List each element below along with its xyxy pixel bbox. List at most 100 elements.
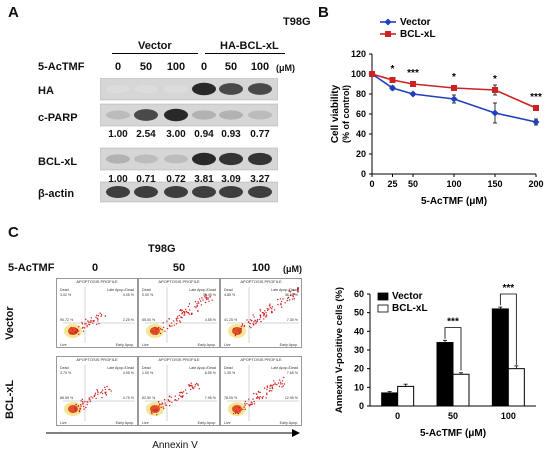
- quadrant-label: 4.05 %: [123, 293, 135, 297]
- significance-marker: *: [493, 74, 497, 85]
- blot-band: [106, 110, 130, 120]
- event-dot: [255, 322, 257, 325]
- event-dot: [293, 298, 295, 300]
- y-axis-label: Cell viability: [330, 84, 341, 143]
- event-dot: [180, 391, 182, 394]
- event-dot: [264, 310, 266, 312]
- event-dot: [175, 323, 178, 325]
- quadrant-label: Early Apop.: [116, 343, 134, 347]
- event-dot: [185, 310, 188, 313]
- event-dot: [248, 398, 250, 400]
- event-dot: [186, 392, 188, 395]
- event-dot: [253, 324, 255, 326]
- event-dot: [282, 298, 284, 300]
- event-dot: [81, 398, 83, 401]
- quadrant-label: Late Apop./Dead: [271, 288, 298, 292]
- y-tick-label: 50: [354, 308, 364, 318]
- event-dot: [259, 314, 261, 316]
- event-dot: [155, 410, 157, 412]
- event-dot: [96, 314, 98, 317]
- blot-label-actin: β-actin: [38, 188, 75, 200]
- blot-band: [134, 84, 158, 94]
- event-dot: [92, 397, 94, 399]
- flow-plot-header: APOPTOSIS PROFILE: [240, 279, 282, 284]
- event-dot: [83, 327, 86, 329]
- event-dot: [184, 389, 187, 391]
- blot-band: [134, 186, 158, 198]
- event-dot: [163, 326, 165, 329]
- blot-band: [106, 186, 130, 198]
- event-dot: [168, 404, 171, 407]
- event-dot: [151, 413, 153, 415]
- event-dot: [286, 299, 289, 302]
- blot-band: [248, 110, 272, 120]
- event-dot: [259, 316, 262, 319]
- y-tick-label: 10: [354, 382, 364, 392]
- event-dot: [239, 411, 241, 413]
- event-dot: [97, 318, 99, 320]
- event-dot: [266, 392, 268, 394]
- panel-a-letter: A: [8, 4, 19, 21]
- data-point: [451, 85, 457, 91]
- event-dot: [168, 318, 170, 320]
- blot-label-cparp: c-PARP: [38, 112, 78, 124]
- quadrant-label: Late Apop./Dead: [107, 288, 134, 292]
- event-dot: [297, 288, 299, 290]
- event-dot: [265, 397, 267, 399]
- x-axis-label: 5-AcTMF (μM): [420, 428, 486, 439]
- panel-c-cell-line: T98G: [148, 243, 176, 255]
- event-dot: [260, 320, 262, 323]
- vector-group-line: [112, 53, 198, 54]
- x-tick-label: 200: [528, 179, 543, 189]
- event-dot: [280, 302, 282, 305]
- legend-label: BCL-xL: [392, 303, 428, 314]
- event-dot: [248, 404, 250, 406]
- event-dot: [85, 406, 87, 409]
- event-dot: [71, 329, 74, 331]
- event-dot: [187, 305, 190, 308]
- event-dot: [251, 403, 253, 406]
- event-dot: [269, 303, 271, 305]
- event-dot: [76, 331, 78, 334]
- y-axis-label: (% of control): [341, 85, 351, 143]
- event-dot: [283, 376, 285, 379]
- event-dot: [252, 398, 254, 400]
- event-dot: [292, 289, 295, 291]
- event-dot: [73, 407, 76, 409]
- blot-band: [219, 186, 243, 198]
- event-dot: [266, 385, 268, 387]
- event-dot: [89, 321, 92, 323]
- event-dot: [266, 388, 268, 391]
- event-dot: [75, 403, 77, 405]
- annexin-arrow: [46, 429, 300, 437]
- event-dot: [78, 410, 81, 413]
- event-dot: [154, 326, 156, 329]
- event-dot: [101, 389, 104, 391]
- bclxl-value: 1.00: [108, 174, 128, 185]
- event-dot: [255, 397, 258, 399]
- event-dot: [86, 326, 88, 328]
- x-tick-label: 0: [369, 179, 374, 189]
- event-dot: [190, 382, 192, 384]
- event-dot: [88, 321, 90, 323]
- event-dot: [243, 324, 246, 327]
- event-dot: [96, 390, 99, 392]
- event-dot: [271, 390, 273, 392]
- event-dot: [252, 323, 254, 325]
- event-dot: [266, 393, 268, 396]
- quadrant-label: 7.65 %: [287, 371, 299, 375]
- legend-label: Vector: [400, 17, 431, 28]
- dose-label: 0: [200, 61, 208, 73]
- y-tick-label: 20: [354, 364, 364, 374]
- panel-c-unit: (μM): [283, 264, 302, 274]
- event-dot: [85, 318, 87, 321]
- quadrant-label: 4.85 %: [224, 293, 236, 297]
- event-dot: [81, 327, 84, 329]
- event-dot: [207, 297, 209, 299]
- event-dot: [206, 298, 208, 301]
- event-dot: [283, 383, 286, 385]
- event-dot: [201, 297, 203, 299]
- event-dot: [281, 380, 284, 382]
